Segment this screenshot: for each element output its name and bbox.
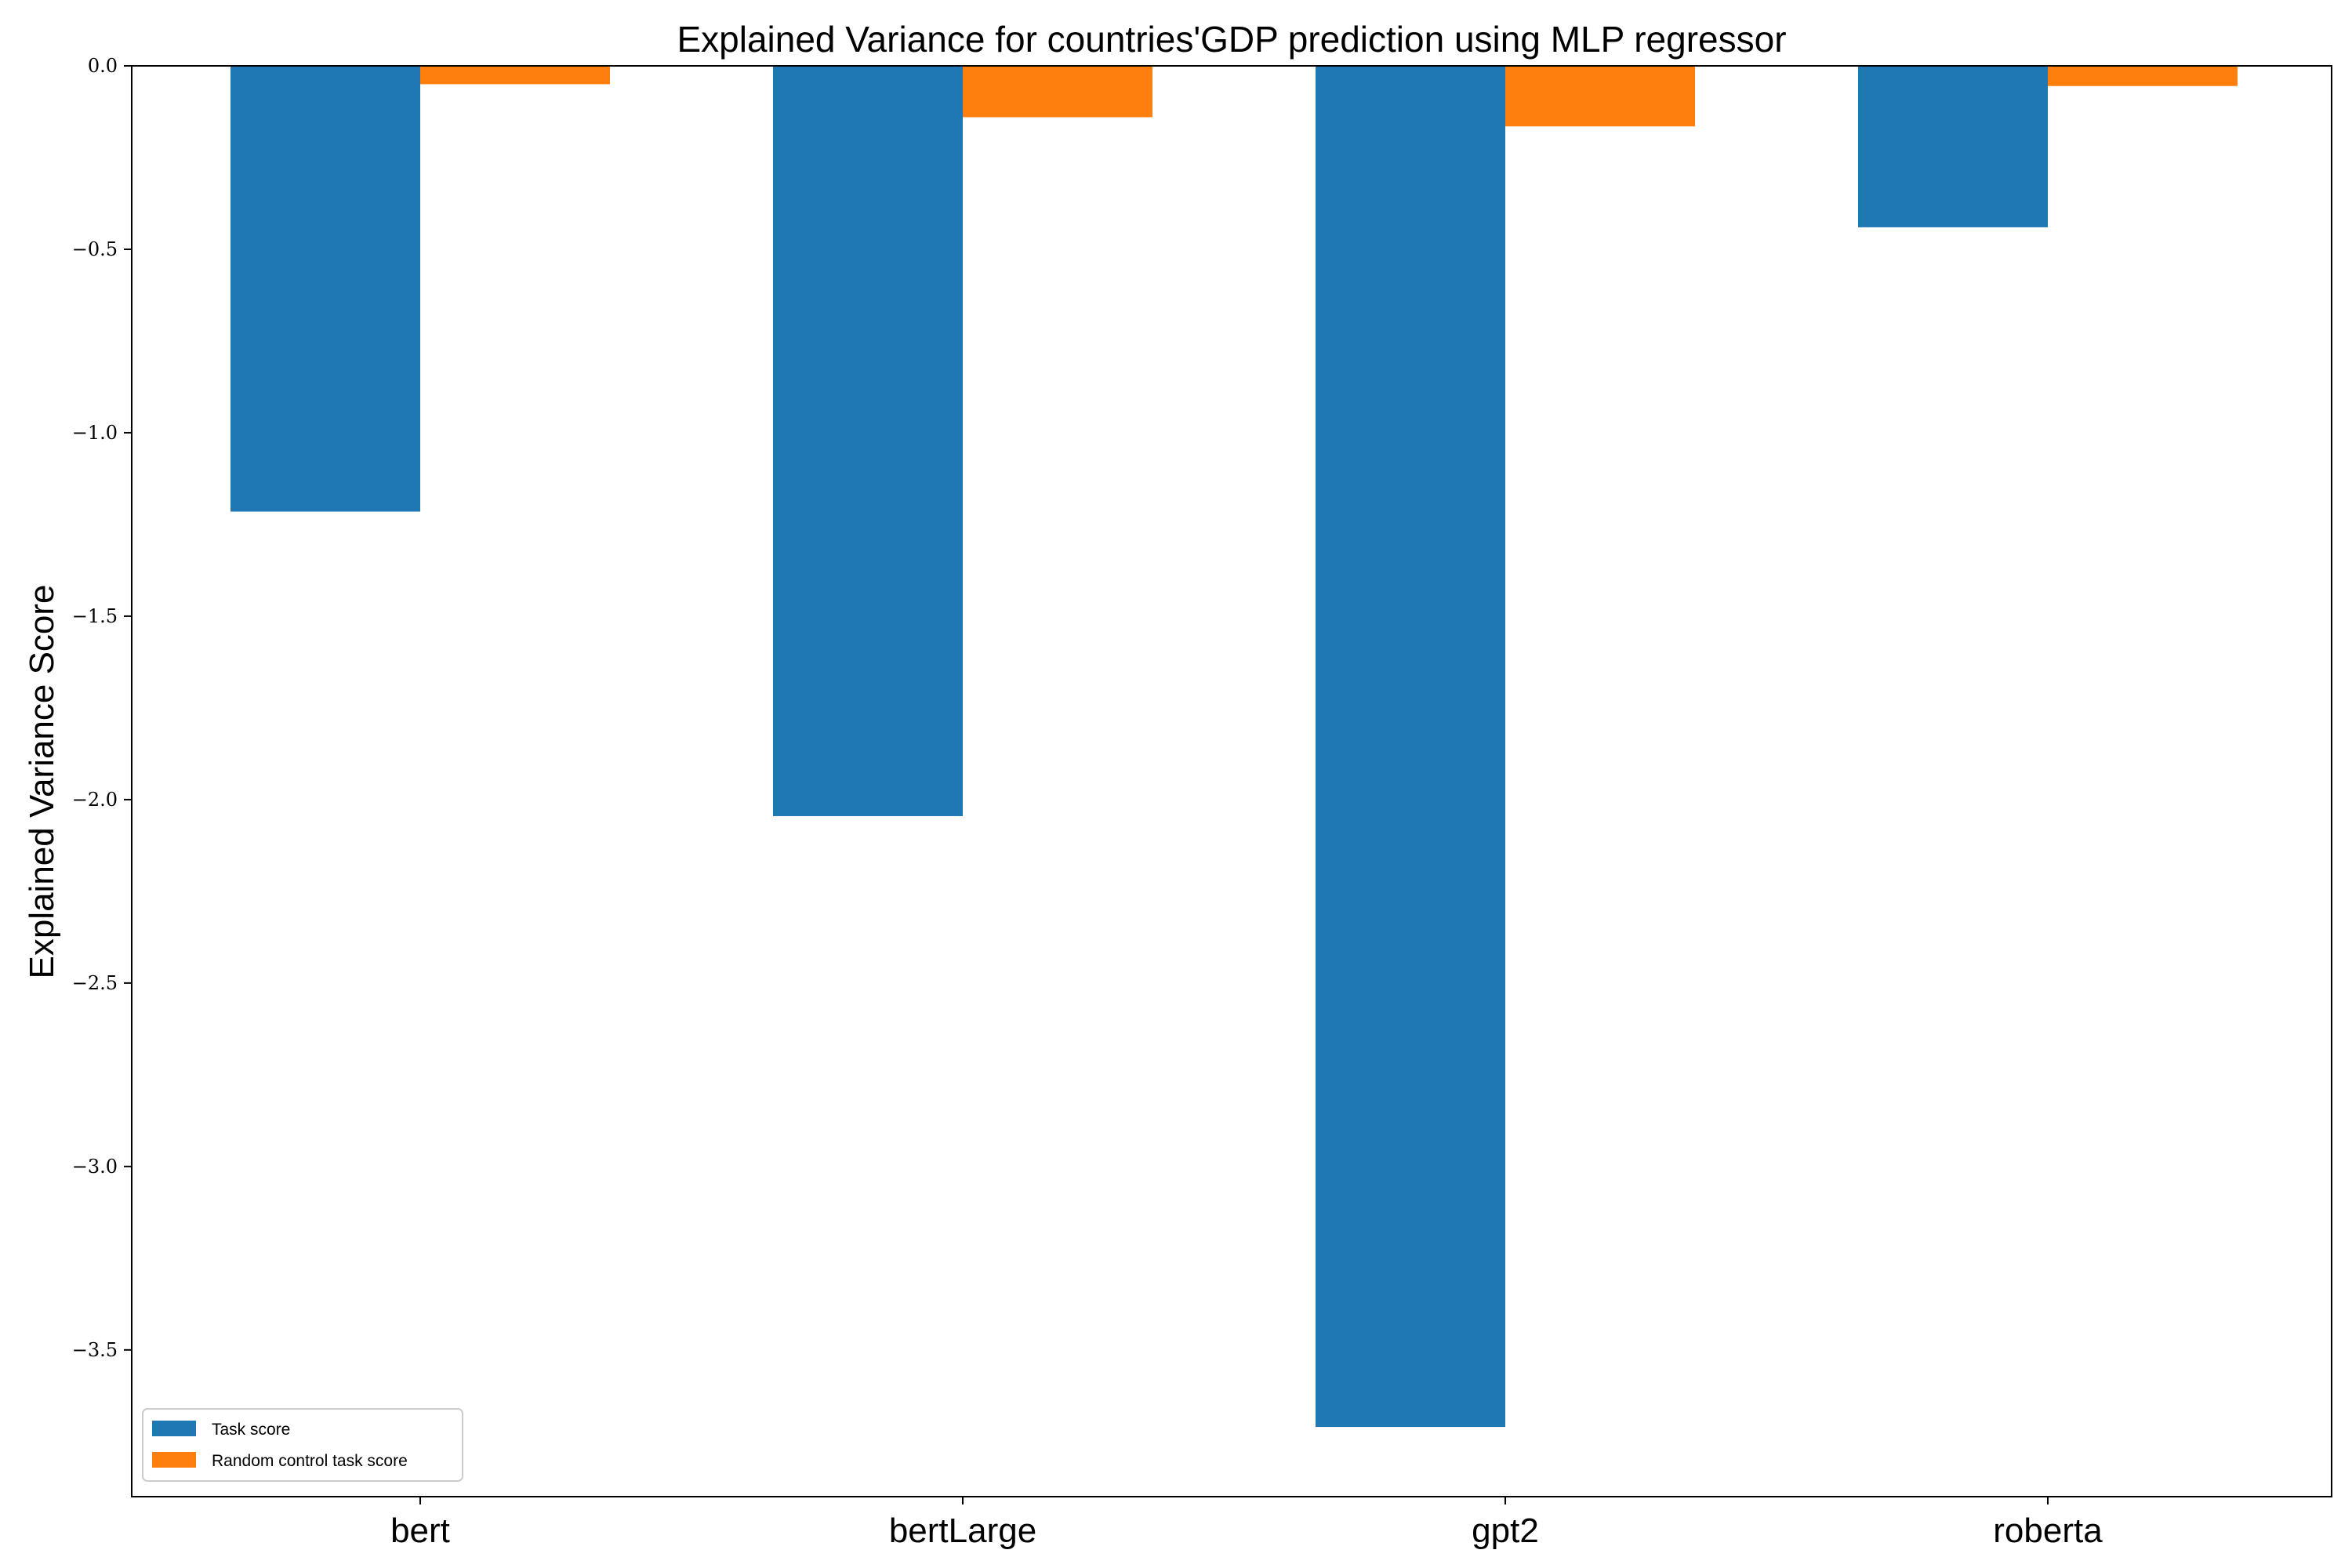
bar-roberta-series-1 — [1858, 66, 2048, 227]
bars-layer — [230, 66, 2238, 1428]
x-axis-ticks: bert bertLarge gpt2 roberta — [390, 1497, 2103, 1550]
y-tick-label: −3.5 — [72, 1339, 118, 1361]
legend-swatch-series-1 — [152, 1421, 196, 1436]
plot-frame — [131, 65, 2332, 1497]
legend-swatch-series-2 — [152, 1452, 196, 1468]
x-tick-label-bert: bert — [390, 1512, 450, 1550]
chart-title: Explained Variance for countries'GDP pre… — [677, 19, 1786, 60]
bar-bertlarge-series-1 — [773, 66, 963, 816]
bar-roberta-series-2 — [2048, 66, 2238, 86]
bar-gpt2-series-2 — [1505, 66, 1695, 127]
x-tick-label-bertlarge: bertLarge — [889, 1512, 1036, 1550]
legend: Task score Random control task score — [142, 1408, 463, 1482]
y-tick-label: −1.5 — [72, 605, 118, 627]
x-tick-label-roberta: roberta — [1993, 1512, 2103, 1550]
y-tick-label: 0.0 — [88, 55, 118, 77]
y-tick-label: −1.0 — [72, 422, 118, 444]
y-tick-label: −2.5 — [72, 972, 118, 994]
bar-bertlarge-series-2 — [963, 66, 1152, 118]
y-tick-label: −3.0 — [72, 1156, 118, 1178]
y-axis-label: Explained Variance Score — [23, 584, 61, 978]
y-tick-label: −2.0 — [72, 789, 118, 811]
legend-label-series-1: Task score — [212, 1421, 290, 1439]
bar-gpt2-series-1 — [1316, 66, 1505, 1428]
bar-bert-series-2 — [420, 66, 610, 85]
legend-box — [142, 1408, 463, 1482]
legend-label-series-2: Random control task score — [212, 1452, 408, 1470]
bar-bert-series-1 — [230, 66, 420, 512]
y-tick-label: −0.5 — [72, 238, 118, 260]
x-tick-label-gpt2: gpt2 — [1472, 1512, 1539, 1550]
y-axis-ticks: 0.0 −0.5 −1.0 −1.5 −2.0 −2.5 −3.0 −3.5 — [72, 55, 132, 1361]
